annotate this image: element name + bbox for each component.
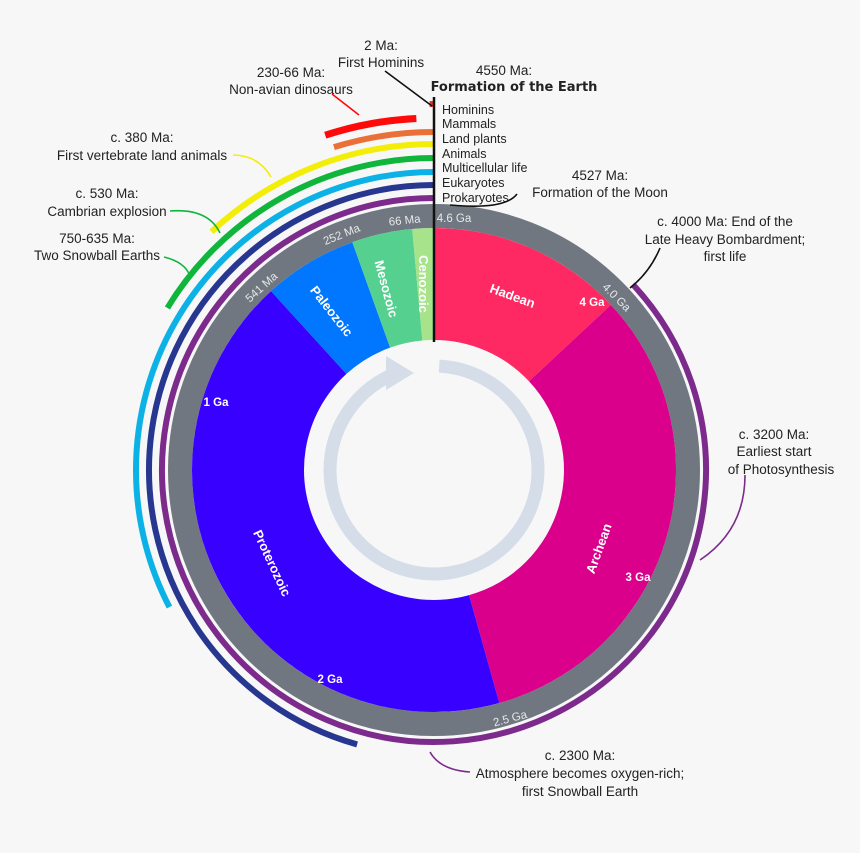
svg-text:c. 2300 Ma:: c. 2300 Ma:: [545, 748, 616, 763]
leader-line: [429, 751, 471, 773]
clockwise-arrow-icon: [323, 356, 545, 581]
annotation-vertebrates: c. 380 Ma: First vertebrate land animals: [57, 130, 228, 163]
svg-text:First Hominins: First Hominins: [338, 55, 425, 70]
life-label: Prokaryotes: [442, 191, 509, 205]
svg-text:of Photosynthesis: of Photosynthesis: [728, 462, 835, 477]
life-arc-mammals: [333, 129, 434, 151]
svg-text:first Snowball Earth: first Snowball Earth: [522, 784, 638, 799]
tick-label: 4.6 Ga: [437, 213, 472, 225]
leader-line: [169, 209, 221, 234]
svg-text:4550 Ma:: 4550 Ma:: [476, 63, 532, 78]
annotation-hominins: 2 Ma: First Hominins: [338, 38, 425, 70]
life-label: Eukaryotes: [442, 176, 505, 190]
leader-line: [629, 247, 661, 289]
svg-text:first life: first life: [704, 249, 747, 264]
svg-text:Formation of the Earth: Formation of the Earth: [431, 80, 598, 95]
inner-tick-label: 1 Ga: [204, 397, 230, 409]
life-label: Mammals: [442, 117, 496, 131]
inner-tick-label: 3 Ga: [626, 572, 652, 584]
inner-tick-label: 4 Ga: [580, 297, 606, 309]
life-arc-animals: [164, 155, 434, 310]
annotation-photosynthesis: c. 3200 Ma: Earliest start of Photosynth…: [728, 427, 835, 477]
life-label: Animals: [442, 147, 486, 161]
annotation-oxygen: c. 2300 Ma: Atmosphere becomes oxygen-ri…: [476, 748, 685, 799]
svg-text:2 Ma:: 2 Ma:: [364, 38, 398, 53]
life-arc-land-plants: [209, 141, 434, 234]
life-label: Hominins: [442, 103, 494, 117]
leader-line: [331, 93, 360, 116]
annotation-dinosaurs: 230-66 Ma: Non-avian dinosaurs: [229, 65, 353, 97]
svg-text:First vertebrate land animals: First vertebrate land animals: [57, 148, 228, 163]
svg-text:Late Heavy Bombardment;: Late Heavy Bombardment;: [645, 232, 806, 247]
svg-text:Earliest start: Earliest start: [736, 444, 811, 459]
leader-line: [384, 70, 433, 107]
era-sector-hadean: [434, 228, 611, 382]
era-sector-proterozoic: [191, 291, 500, 713]
leader-line: [449, 193, 518, 207]
svg-text:c. 530 Ma:: c. 530 Ma:: [75, 186, 138, 201]
leader-line: [699, 474, 746, 561]
svg-text:750-635 Ma:: 750-635 Ma:: [59, 231, 135, 246]
svg-text:Atmosphere becomes oxygen-rich: Atmosphere becomes oxygen-rich;: [476, 766, 685, 781]
life-label: Multicellular life: [442, 161, 527, 175]
era-sector-cenozoic: [412, 228, 434, 341]
era-sector-paleozoic: [271, 242, 391, 374]
svg-text:c. 4000 Ma: End of the: c. 4000 Ma: End of the: [657, 214, 793, 229]
svg-text:Non-avian dinosaurs: Non-avian dinosaurs: [229, 82, 353, 97]
svg-text:230-66 Ma:: 230-66 Ma:: [257, 65, 325, 80]
life-arc-prokaryotes: [159, 195, 709, 745]
annotation-cambrian: c. 530 Ma: Cambrian explosion: [47, 186, 166, 219]
leader-line: [163, 256, 191, 277]
era-sector-mesozoic: [352, 228, 423, 348]
svg-text:Cambrian explosion: Cambrian explosion: [47, 204, 166, 219]
life-arc-dinosaurs: [324, 114, 417, 139]
era-sector-archean: [469, 304, 676, 704]
life-arc-eukaryotes: [146, 182, 434, 748]
annotation-earth: 4550 Ma: Formation of the Earth: [431, 63, 598, 95]
life-label: Land plants: [442, 132, 507, 146]
life-arc-multicellular-life: [133, 169, 434, 609]
svg-text:c. 3200 Ma:: c. 3200 Ma:: [739, 427, 810, 442]
annotation-snowball: 750-635 Ma: Two Snowball Earths: [34, 231, 160, 263]
era-label-cenozoic: Cenozoic: [416, 255, 431, 313]
tick-label: 66 Ma: [388, 213, 422, 228]
svg-text:Two Snowball Earths: Two Snowball Earths: [34, 248, 160, 263]
svg-text:c. 380 Ma:: c. 380 Ma:: [110, 130, 173, 145]
leader-line: [232, 154, 272, 178]
inner-tick-label: 2 Ga: [318, 674, 344, 686]
annotation-moon: 4527 Ma: Formation of the Moon: [532, 168, 668, 200]
annotation-bombardment: c. 4000 Ma: End of the Late Heavy Bombar…: [645, 214, 806, 264]
svg-text:Formation of the Moon: Formation of the Moon: [532, 185, 668, 200]
svg-text:4527 Ma:: 4527 Ma:: [572, 168, 628, 183]
